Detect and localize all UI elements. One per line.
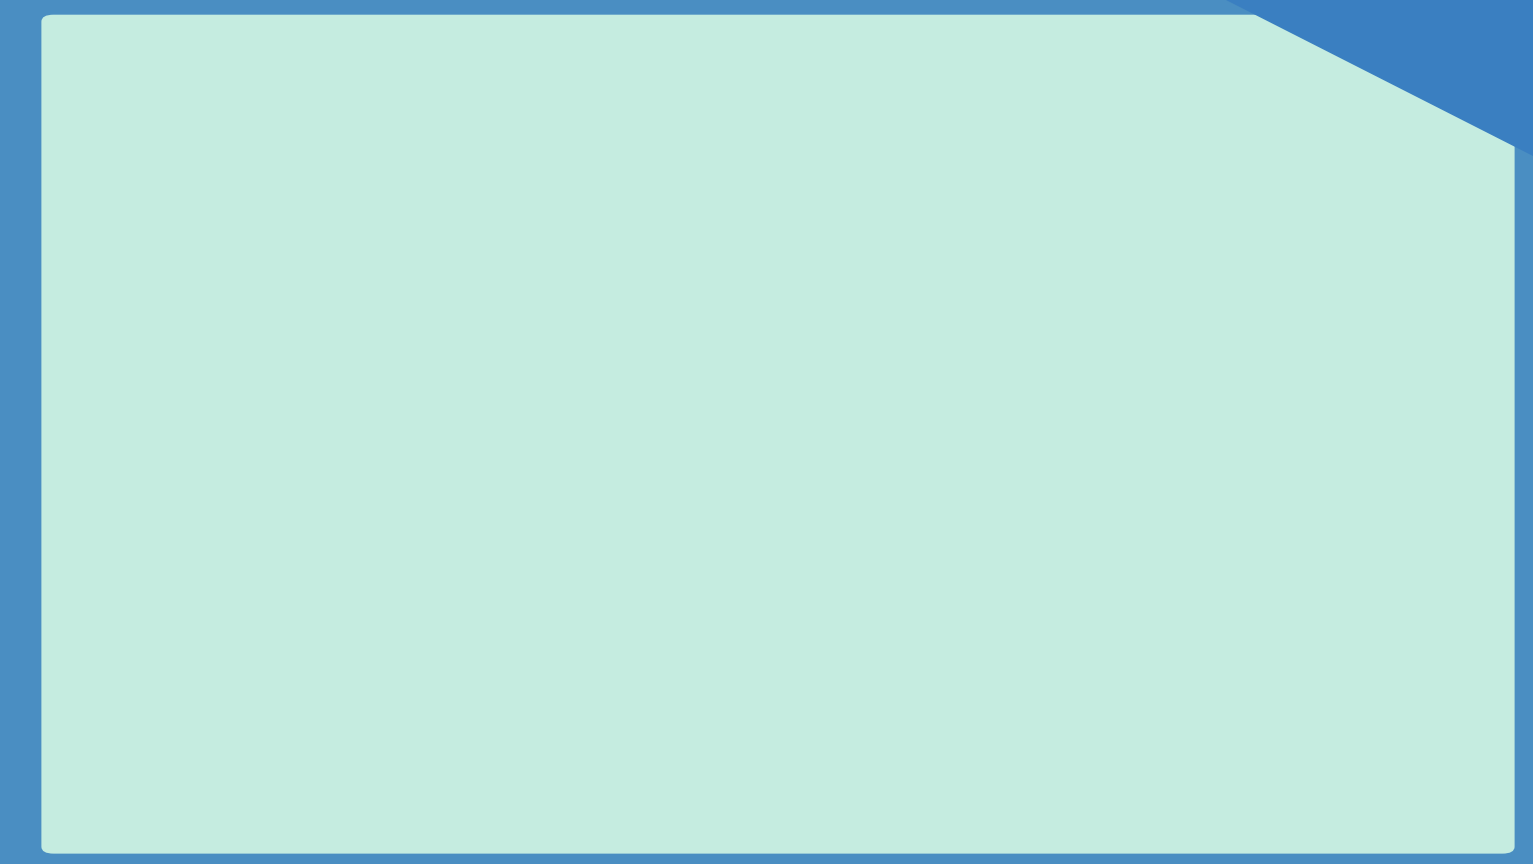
Text: $\overline{B}$: $\overline{B}$ [284,435,305,467]
Text: $\boldsymbol{F}$: $\boldsymbol{F}$ [284,724,307,753]
Text: $\boldsymbol{[\text{Тл}]}$: $\boldsymbol{[\text{Тл}]}$ [360,748,432,783]
Text: http://electricalschool.info/: http://electricalschool.info/ [613,764,835,782]
Circle shape [1047,400,1101,454]
Text: $\overline{I}$: $\overline{I}$ [469,166,480,200]
Text: Магнитная
индукция: Магнитная индукция [150,554,261,595]
Text: Вид сбоку: Вид сбоку [304,698,408,718]
FancyBboxPatch shape [538,729,912,816]
Text: fppt.com: fppt.com [1406,826,1461,839]
Text: Прямолинейный
проводник: Прямолинейный проводник [524,539,679,581]
Text: Магнитное поле прямолинейного проводника с током: Магнитное поле прямолинейного проводника… [299,54,1256,83]
Text: $\boldsymbol{B=}$: $\boldsymbol{B=}$ [149,748,212,783]
Text: $\boldsymbol{I \cdot l}$: $\boldsymbol{I \cdot l}$ [274,778,316,806]
Text: $\overline{B}_1$: $\overline{B}_1$ [1400,578,1427,610]
Text: $\overline{B}_2$: $\overline{B}_2$ [891,645,918,677]
Text: Направление магнитных
силовых линий: Направление магнитных силовых линий [587,167,843,208]
Bar [464,255,494,637]
Text: Вид сверху: Вид сверху [1016,699,1131,718]
